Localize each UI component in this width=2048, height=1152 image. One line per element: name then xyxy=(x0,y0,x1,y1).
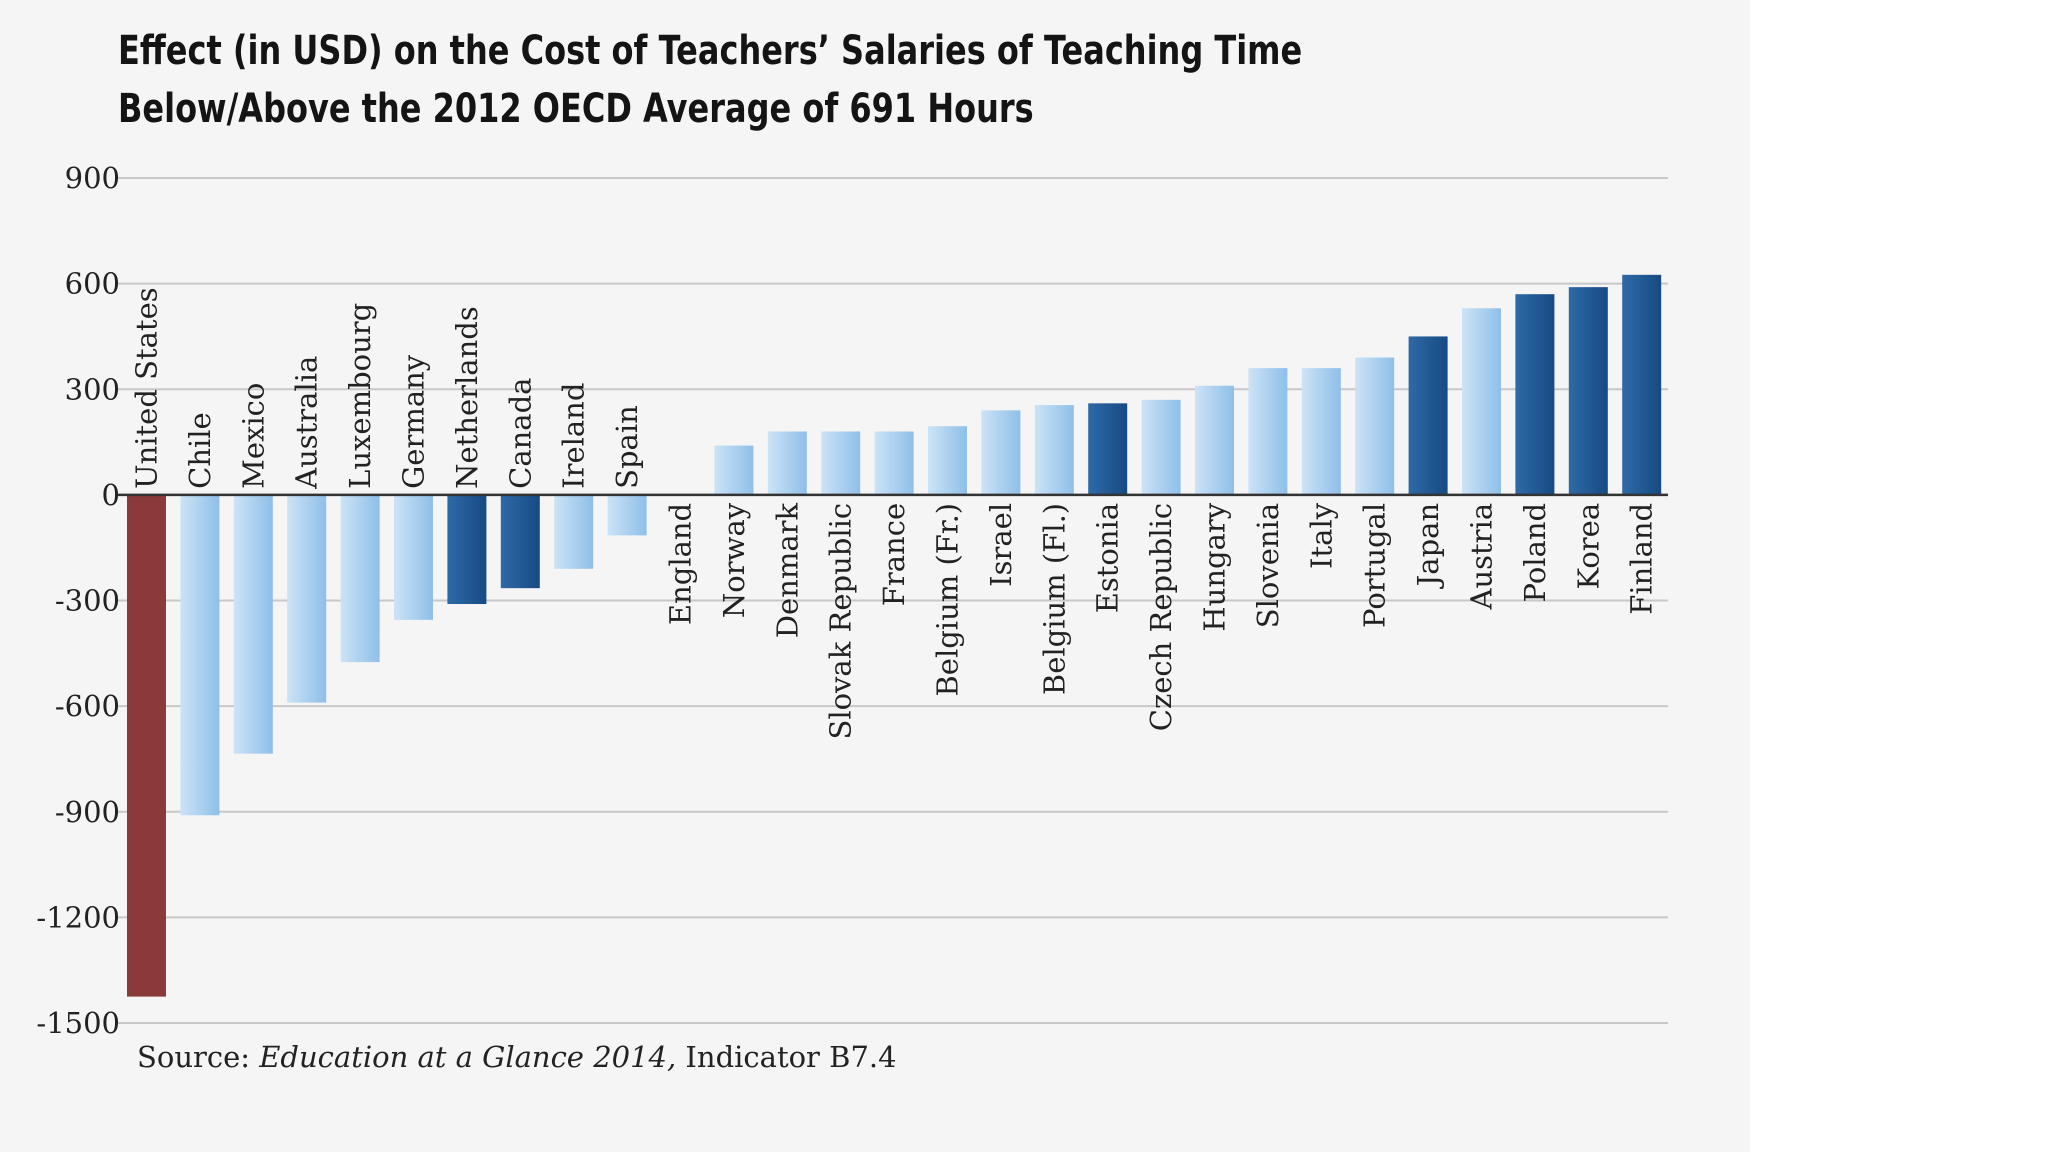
category-label: Norway xyxy=(717,502,751,618)
category-label: Poland xyxy=(1518,503,1552,603)
category-label: Italy xyxy=(1304,502,1338,569)
category-label: Portugal xyxy=(1358,503,1392,628)
bar xyxy=(1568,287,1608,495)
category-label: Germany xyxy=(397,354,431,489)
category-label: England xyxy=(664,503,698,625)
category-label: Austria xyxy=(1465,503,1499,611)
category-label: Ireland xyxy=(557,383,591,489)
category-label: Belgium (Fr.) xyxy=(931,503,965,697)
category-label: Netherlands xyxy=(450,306,484,489)
chart-title-line-2: Below/Above the 2012 OECD Average of 691… xyxy=(118,86,1034,132)
bar-chart: 900 600 300 0 -300 -600 -900 -1200 -1500 United … xyxy=(36,161,1668,1040)
source-suffix: Indicator B7.4 xyxy=(676,1040,897,1074)
bar xyxy=(874,431,914,495)
bar xyxy=(233,494,273,754)
category-label: Slovenia xyxy=(1251,503,1285,628)
source-publication: Education at a Glance 2014, xyxy=(259,1040,677,1074)
category-label: Chile xyxy=(183,412,217,489)
y-tick-label: -1500 xyxy=(36,1006,120,1040)
chart-title: Effect (in USD) on the Cost of Teachers’… xyxy=(118,22,1302,138)
bar xyxy=(340,494,380,663)
bar xyxy=(1622,274,1662,495)
bars xyxy=(118,274,1668,997)
category-label: Hungary xyxy=(1198,502,1232,631)
y-tick-label: 300 xyxy=(65,372,120,406)
bar xyxy=(394,494,433,620)
bar xyxy=(1462,308,1501,495)
bar xyxy=(1408,336,1448,495)
source-note: Source: Education at a Glance 2014, Indi… xyxy=(137,1040,897,1074)
bar xyxy=(607,494,647,536)
category-label: Mexico xyxy=(236,383,270,489)
bar xyxy=(1355,357,1395,495)
bar xyxy=(500,494,540,589)
y-tick-label: 900 xyxy=(65,161,120,195)
bar xyxy=(928,426,967,495)
bar xyxy=(714,445,754,495)
category-label: Luxembourg xyxy=(343,303,377,489)
category-label: Denmark xyxy=(770,502,804,638)
category-label: Australia xyxy=(290,356,324,490)
bar xyxy=(1301,368,1341,495)
category-labels: United States Chile Mexico Australia Luxembo… xyxy=(130,287,1659,739)
bar xyxy=(1515,294,1555,495)
category-label: Slovak Republic xyxy=(824,503,858,740)
category-label: Israel xyxy=(984,503,1018,587)
category-label: Spain xyxy=(610,405,644,489)
category-label: France xyxy=(877,503,911,606)
bar xyxy=(1034,405,1074,495)
bar xyxy=(1248,368,1288,495)
bar xyxy=(1088,403,1128,495)
category-label: Korea xyxy=(1571,503,1605,590)
category-label: Finland xyxy=(1625,503,1659,615)
chart-title-line-1: Effect (in USD) on the Cost of Teachers’… xyxy=(118,28,1303,74)
source-prefix: Source: xyxy=(137,1040,260,1074)
bar xyxy=(447,494,487,605)
bar xyxy=(127,494,166,997)
y-tick-label: 0 xyxy=(102,478,120,512)
bar xyxy=(1141,399,1181,495)
category-label: Estonia xyxy=(1091,503,1125,613)
category-label: Belgium (Fl.) xyxy=(1037,503,1071,695)
category-label: United States xyxy=(130,287,164,489)
bar xyxy=(821,431,861,495)
bar xyxy=(180,494,220,816)
category-label: Japan xyxy=(1411,503,1445,589)
category-label: Canada xyxy=(503,378,537,489)
y-tick-label: -1200 xyxy=(36,900,120,934)
y-tick-label: -600 xyxy=(55,689,120,723)
bar xyxy=(287,494,327,703)
bar xyxy=(981,410,1021,495)
y-axis-tick-labels: 900 600 300 0 -300 -600 -900 -1200 -1500 xyxy=(36,161,120,1040)
bar xyxy=(554,494,594,569)
y-tick-label: -900 xyxy=(55,795,120,829)
y-tick-label: -300 xyxy=(55,584,120,618)
bar xyxy=(767,431,807,495)
category-label: Czech Republic xyxy=(1144,503,1178,731)
y-tick-label: 600 xyxy=(65,267,120,301)
bar xyxy=(1195,385,1234,495)
